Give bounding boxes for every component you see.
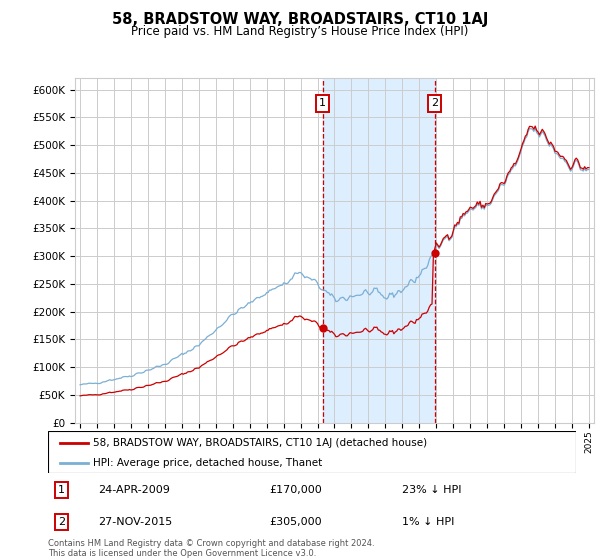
Text: £305,000: £305,000 (270, 517, 322, 527)
Text: 2: 2 (58, 517, 65, 527)
Text: Contains HM Land Registry data © Crown copyright and database right 2024.
This d: Contains HM Land Registry data © Crown c… (48, 539, 374, 558)
Text: 58, BRADSTOW WAY, BROADSTAIRS, CT10 1AJ (detached house): 58, BRADSTOW WAY, BROADSTAIRS, CT10 1AJ … (93, 438, 427, 448)
Text: 1% ↓ HPI: 1% ↓ HPI (402, 517, 454, 527)
Text: 58, BRADSTOW WAY, BROADSTAIRS, CT10 1AJ: 58, BRADSTOW WAY, BROADSTAIRS, CT10 1AJ (112, 12, 488, 27)
Text: Price paid vs. HM Land Registry’s House Price Index (HPI): Price paid vs. HM Land Registry’s House … (131, 25, 469, 38)
Text: 2: 2 (431, 99, 438, 109)
Text: HPI: Average price, detached house, Thanet: HPI: Average price, detached house, Than… (93, 458, 322, 468)
Bar (323, 78, 434, 423)
Text: 27-NOV-2015: 27-NOV-2015 (98, 517, 172, 527)
Text: 23% ↓ HPI: 23% ↓ HPI (402, 485, 461, 495)
Text: 1: 1 (58, 485, 65, 495)
Text: £170,000: £170,000 (270, 485, 323, 495)
Text: 24-APR-2009: 24-APR-2009 (98, 485, 170, 495)
Text: 1: 1 (319, 99, 326, 109)
